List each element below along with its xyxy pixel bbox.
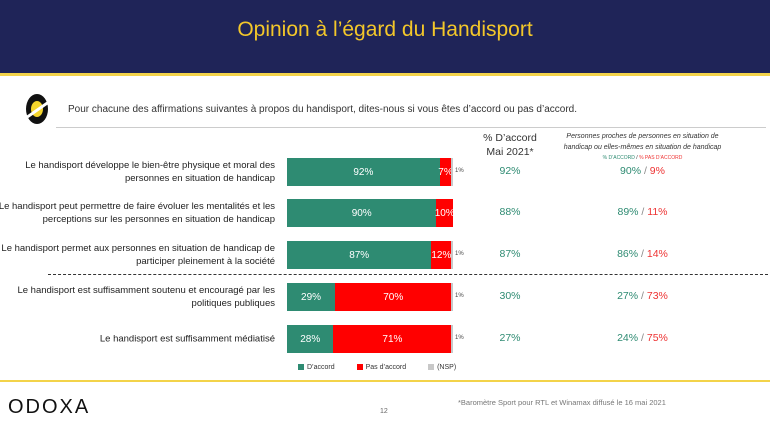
proches-values: 89% / 11%: [617, 206, 668, 218]
question-text: Pour chacune des affirmations suivantes …: [68, 104, 577, 115]
bar-disagree: 10%: [434, 199, 455, 227]
bar-nsp: [451, 283, 453, 311]
mai-2021-value: 87%: [499, 248, 521, 260]
bar-disagree: 71%: [333, 325, 452, 353]
chart-row: Le handisport permet aux personnes en si…: [0, 240, 770, 270]
col2-line1: Personnes proches de personnes en situat…: [566, 133, 719, 140]
legend-nsp: (NSP): [428, 364, 456, 371]
legend-disagree: Pas d’accord: [356, 364, 407, 371]
row-label: Le handisport est suffisamment soutenu e…: [17, 285, 275, 309]
bar-disagree-label: 71%: [382, 333, 403, 345]
mai-2021-value: 92%: [499, 165, 521, 177]
nsp-label: 1%: [455, 293, 464, 299]
legend-agree-swatch: [298, 364, 304, 371]
nsp-label: 1%: [455, 168, 464, 174]
odoxa-logo-icon: [26, 94, 48, 124]
legend-nsp-label: (NSP): [437, 364, 457, 371]
section-divider: [48, 274, 768, 275]
legend-agree-label: D’accord: [307, 364, 335, 371]
chart-row: Le handisport peut permettre de faire év…: [0, 198, 770, 228]
proches-agree: 89%: [617, 206, 639, 218]
bar-agree-label: 92%: [353, 166, 374, 178]
bar-disagree-label: 12%: [431, 249, 452, 261]
bar-agree-label: 28%: [300, 333, 321, 345]
footer-divider: [0, 380, 770, 382]
bar-agree: 28%: [287, 325, 334, 353]
proches-values: 86% / 14%: [617, 248, 668, 260]
question-divider: [56, 127, 766, 128]
bar-agree-label: 29%: [301, 291, 322, 303]
header-divider: [0, 73, 770, 76]
bar-disagree-label: 7%: [438, 166, 453, 178]
bar-disagree-label: 10%: [434, 207, 455, 219]
proches-values: 90% / 9%: [620, 165, 665, 177]
bar-disagree-label: 70%: [383, 291, 404, 303]
row-label: Le handisport est suffisamment médiatisé: [99, 333, 275, 345]
bar-nsp: [451, 241, 453, 269]
chart-row: Le handisport développe le bien-être phy…: [0, 157, 770, 187]
source-note: *Baromètre Sport pour RTL et Winamax dif…: [458, 398, 666, 407]
col1-line2: Mai 2021*: [486, 146, 534, 158]
bar-nsp: [451, 158, 453, 186]
legend-disagree-swatch: [356, 364, 363, 371]
bar-disagree: 7%: [438, 158, 453, 186]
col2-legend-sep: /: [636, 155, 638, 161]
chart-row: Le handisport est suffisamment soutenu e…: [0, 282, 770, 312]
proches-disagree: 75%: [646, 332, 668, 344]
page-number: 12: [380, 408, 388, 415]
header-banner: [0, 0, 770, 73]
legend-nsp-swatch: [428, 364, 435, 371]
proches-agree: 24%: [617, 332, 639, 344]
page-title: Opinion à l’égard du Handisport: [237, 18, 533, 41]
bar-agree-label: 87%: [349, 249, 370, 261]
nsp-label: 1%: [455, 335, 464, 341]
chart-legend: D’accord Pas d’accord (NSP): [298, 364, 456, 371]
legend-agree: D’accord: [298, 364, 335, 371]
mai-2021-value: 30%: [499, 290, 521, 302]
mai-2021-value: 88%: [499, 206, 521, 218]
proches-values: 27% / 73%: [617, 290, 668, 302]
column-header-mai-2021: % D’accord Mai 2021*: [470, 131, 550, 159]
bar-disagree: 70%: [335, 283, 452, 311]
proches-disagree: 11%: [647, 206, 668, 218]
bar-agree: 29%: [287, 283, 336, 311]
bar-disagree: 12%: [431, 241, 451, 269]
col2-legend-agree: % D’ACCORD: [602, 155, 635, 161]
col2-line2: handicap ou elles-mêmes en situation de …: [563, 144, 722, 151]
proches-agree: 86%: [617, 248, 639, 260]
bar-agree: 87%: [287, 241, 432, 269]
proches-disagree: 14%: [646, 248, 668, 260]
bar-agree: 92%: [287, 158, 440, 186]
bar-agree: 90%: [287, 199, 437, 227]
col2-legend-disagree: % PAS D’ACCORD: [639, 155, 683, 161]
row-label: Le handisport permet aux personnes en si…: [1, 243, 275, 267]
bar-agree-label: 90%: [351, 207, 372, 219]
col1-line1: % D’accord: [483, 132, 537, 144]
proches-agree: 90%: [620, 165, 642, 177]
proches-agree: 27%: [617, 290, 639, 302]
bar-nsp: [451, 325, 453, 353]
column-header-proches: Personnes proches de personnes en situat…: [555, 131, 730, 164]
proches-disagree: 73%: [646, 290, 668, 302]
mai-2021-value: 27%: [499, 332, 521, 344]
legend-disagree-label: Pas d’accord: [365, 364, 407, 371]
chart-row: Le handisport est suffisamment médiatisé…: [0, 324, 770, 354]
proches-disagree: 9%: [649, 165, 665, 177]
row-label: Le handisport développe le bien-être phy…: [25, 160, 275, 184]
row-label: Le handisport peut permettre de faire év…: [0, 201, 275, 225]
nsp-label: 1%: [455, 251, 464, 257]
odoxa-brand: ODOXA: [8, 396, 91, 418]
proches-values: 24% / 75%: [617, 332, 668, 344]
